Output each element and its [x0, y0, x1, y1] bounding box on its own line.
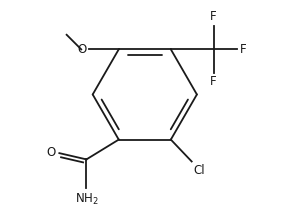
Text: Cl: Cl: [193, 164, 205, 177]
Text: O: O: [46, 146, 56, 159]
Text: F: F: [210, 75, 217, 88]
Text: F: F: [240, 43, 246, 56]
Text: O: O: [77, 43, 86, 56]
Text: NH$_2$: NH$_2$: [74, 192, 98, 207]
Text: F: F: [210, 10, 217, 23]
